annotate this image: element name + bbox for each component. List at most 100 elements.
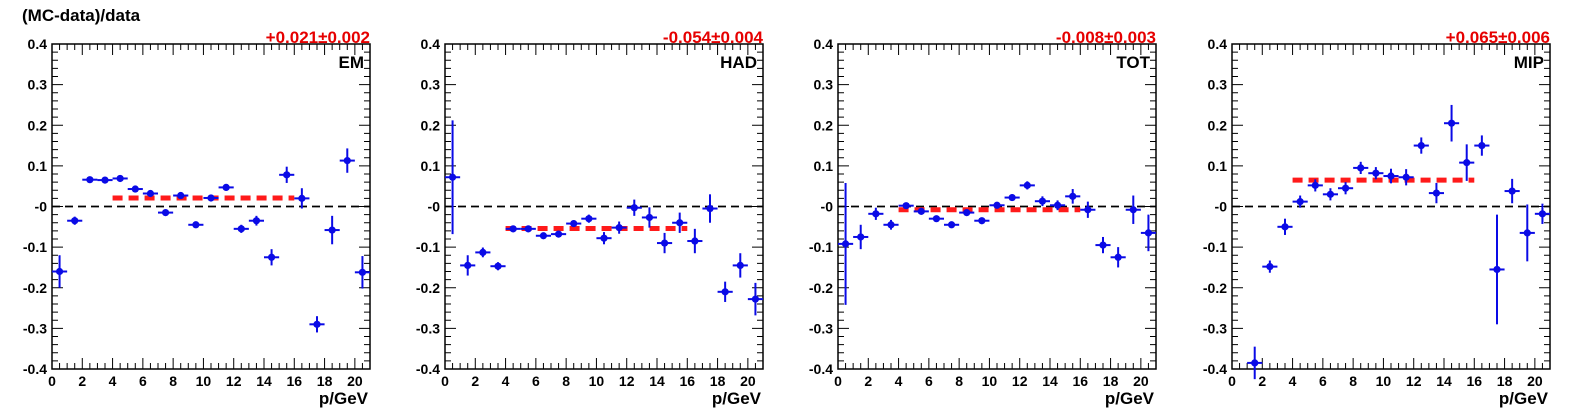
data-marker — [691, 237, 699, 245]
panel-label: EM — [339, 53, 365, 72]
x-tick-label: 12 — [1406, 373, 1422, 389]
data-point — [1065, 189, 1081, 204]
data-point — [158, 208, 174, 217]
data-marker — [630, 204, 638, 212]
data-marker — [660, 239, 669, 247]
data-point — [1383, 168, 1399, 184]
y-tick-label: -0.2 — [809, 280, 833, 296]
x-tick-label: 16 — [1072, 373, 1088, 389]
data-point — [1398, 169, 1414, 186]
data-point — [1519, 204, 1535, 262]
x-tick-label: 6 — [139, 373, 147, 389]
x-axis-title: p/GeV — [712, 389, 762, 408]
data-marker — [721, 288, 729, 296]
data-point — [1140, 214, 1156, 252]
y-tick-label: 0.2 — [28, 117, 48, 133]
data-marker — [222, 183, 230, 192]
data-marker — [1069, 192, 1077, 200]
y-tick-label: -0.4 — [23, 361, 47, 377]
y-tick-label: 0.2 — [421, 117, 441, 133]
data-marker — [1084, 206, 1092, 214]
data-point — [82, 176, 98, 184]
data-marker — [1311, 181, 1319, 189]
data-marker — [963, 208, 971, 217]
data-point — [1444, 104, 1460, 142]
data-marker — [524, 225, 532, 233]
data-marker — [600, 234, 608, 242]
x-tick-label: 10 — [589, 373, 605, 389]
y-tick-label: -0.1 — [416, 239, 440, 255]
data-marker — [101, 176, 109, 184]
x-axis-title: p/GeV — [319, 389, 369, 408]
data-marker — [1023, 181, 1031, 189]
x-tick-label: 12 — [619, 373, 635, 389]
y-tick-label: 0.3 — [814, 77, 834, 93]
y-tick-label: 0.4 — [814, 36, 834, 52]
data-point — [233, 224, 249, 233]
x-tick-label: 10 — [1376, 373, 1392, 389]
data-marker — [146, 189, 155, 198]
data-marker — [1008, 193, 1016, 202]
panel-mip: 0.4 0.3 0.2 0.1 -0 -0.1 -0.2 -0.3 -0.40 2 4 6 8 10 12 1… — [1203, 28, 1551, 408]
data-marker — [751, 295, 760, 303]
y-axis-title: (MC-data)/data — [22, 6, 141, 25]
data-point — [611, 221, 627, 234]
y-tick-label: -0 — [821, 199, 834, 215]
data-point — [687, 228, 703, 254]
y-tick-label: -0.1 — [809, 239, 833, 255]
data-point — [203, 194, 219, 202]
data-marker — [343, 156, 351, 165]
fit-result-label: +0.065±0.006 — [1446, 28, 1550, 47]
data-marker — [585, 215, 593, 223]
data-point — [702, 194, 718, 223]
x-tick-label: 2 — [1258, 373, 1266, 389]
data-marker — [841, 240, 850, 248]
x-tick-label: 6 — [925, 373, 933, 389]
data-marker — [676, 219, 684, 227]
panel-label: MIP — [1514, 53, 1544, 72]
data-marker — [887, 221, 895, 229]
data-point — [853, 224, 869, 250]
fit-result-label: -0.054±0.004 — [663, 28, 764, 47]
data-marker — [252, 217, 261, 225]
data-point — [657, 232, 673, 254]
y-tick-label: -0.2 — [23, 280, 47, 296]
x-tick-label: 2 — [864, 373, 872, 389]
data-marker — [1447, 119, 1456, 127]
data-point — [1019, 181, 1035, 190]
data-marker — [1281, 223, 1289, 231]
y-tick-label: -0.3 — [23, 320, 47, 336]
data-point — [445, 120, 461, 235]
data-marker — [570, 219, 578, 228]
data-point — [581, 214, 597, 223]
x-tick-label: 14 — [1042, 373, 1058, 389]
x-tick-label: 6 — [532, 373, 540, 389]
x-tick-label: 4 — [109, 373, 117, 389]
data-point — [112, 174, 128, 183]
data-point — [747, 282, 763, 316]
data-marker — [448, 173, 457, 181]
x-tick-label: 20 — [740, 373, 756, 389]
x-tick-label: 14 — [649, 373, 665, 389]
data-point — [1110, 247, 1126, 268]
data-marker — [237, 225, 245, 233]
data-point — [551, 230, 567, 238]
y-tick-label: -0.4 — [416, 361, 440, 377]
data-marker — [902, 202, 910, 210]
data-marker — [1266, 263, 1274, 271]
data-marker — [1129, 206, 1137, 214]
x-tick-label: 8 — [169, 373, 177, 389]
data-point — [1489, 214, 1505, 325]
data-marker — [1432, 189, 1441, 197]
data-marker — [1523, 229, 1531, 237]
x-tick-label: 12 — [226, 373, 242, 389]
data-marker — [131, 185, 139, 193]
data-point — [566, 219, 582, 228]
data-marker — [1144, 229, 1153, 237]
panel-em: 0.4 0.3 0.2 0.1 -0 -0.1 -0.2 -0.3 -0.40 2 4 6 8 10 12 1… — [23, 28, 371, 408]
y-tick-label: 0.3 — [421, 77, 441, 93]
data-point — [173, 191, 189, 200]
data-point — [248, 215, 264, 226]
data-point — [913, 207, 929, 215]
data-marker — [932, 215, 941, 223]
